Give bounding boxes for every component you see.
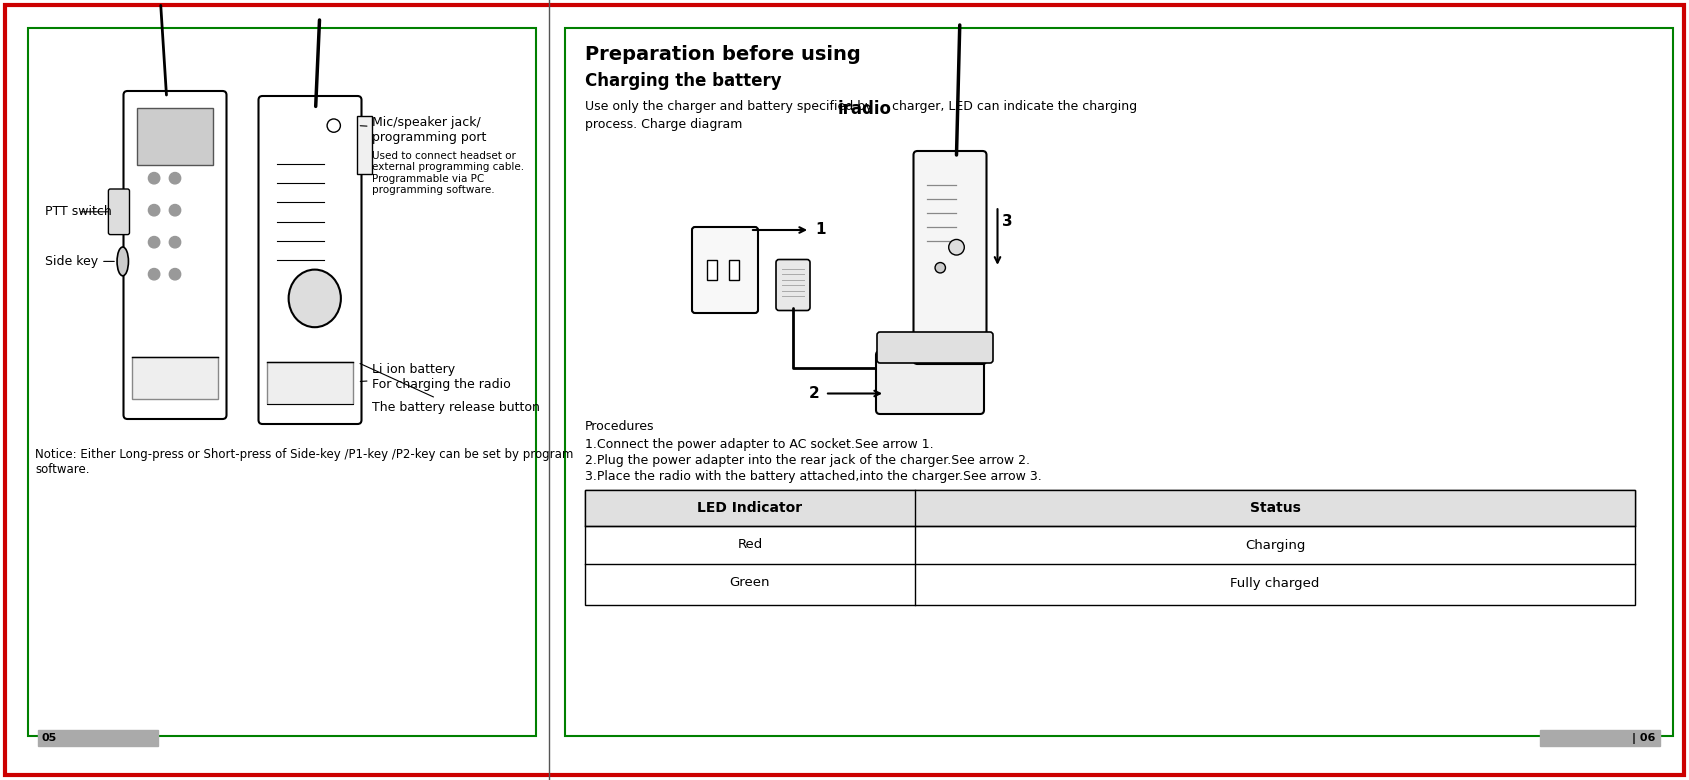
Bar — [1540, 730, 1660, 746]
Circle shape — [328, 119, 341, 133]
Circle shape — [169, 204, 181, 216]
Text: 2.Plug the power adapter into the rear jack of the charger.See arrow 2.: 2.Plug the power adapter into the rear j… — [584, 454, 1030, 467]
Text: The battery release button: The battery release button — [360, 363, 540, 414]
Bar — [37, 730, 159, 746]
Ellipse shape — [289, 270, 341, 327]
Bar — [358, 116, 372, 174]
Bar — [708, 260, 718, 280]
Text: Mic/speaker jack/
programming port: Mic/speaker jack/ programming port — [360, 115, 486, 144]
Circle shape — [169, 236, 181, 248]
FancyBboxPatch shape — [692, 227, 758, 313]
Text: 05: 05 — [42, 733, 57, 743]
Text: PTT switch: PTT switch — [46, 205, 111, 218]
Circle shape — [149, 172, 160, 184]
Text: Used to connect headset or
external programming cable.
Programmable via PC
progr: Used to connect headset or external prog… — [373, 151, 525, 196]
Text: Status: Status — [1250, 501, 1301, 515]
Bar — [29, 28, 535, 736]
Ellipse shape — [117, 247, 128, 276]
Text: | 06: | 06 — [1632, 732, 1655, 743]
Bar — [730, 260, 740, 280]
Circle shape — [149, 204, 160, 216]
Text: Preparation before using: Preparation before using — [584, 45, 861, 64]
Circle shape — [149, 268, 160, 280]
Text: charger, LED can indicate the charging: charger, LED can indicate the charging — [888, 100, 1137, 113]
Circle shape — [949, 239, 964, 255]
Circle shape — [149, 236, 160, 248]
FancyBboxPatch shape — [877, 332, 993, 363]
Text: 2: 2 — [809, 386, 819, 401]
Text: Procedures: Procedures — [584, 420, 655, 433]
Text: 3.Place the radio with the battery attached,into the charger.See arrow 3.: 3.Place the radio with the battery attac… — [584, 470, 1042, 483]
Text: Red: Red — [738, 538, 763, 551]
Text: 3: 3 — [1003, 215, 1013, 229]
FancyBboxPatch shape — [108, 189, 130, 235]
Text: Green: Green — [730, 576, 770, 590]
Text: 1.Connect the power adapter to AC socket.See arrow 1.: 1.Connect the power adapter to AC socket… — [584, 438, 934, 451]
Circle shape — [169, 172, 181, 184]
Text: LED Indicator: LED Indicator — [698, 501, 802, 515]
Text: process. Charge diagram: process. Charge diagram — [584, 118, 743, 131]
Text: Li ion battery
For charging the radio: Li ion battery For charging the radio — [360, 363, 512, 391]
Text: 1: 1 — [816, 222, 826, 237]
Bar — [584, 490, 1635, 605]
Text: iradio: iradio — [838, 100, 892, 118]
Circle shape — [936, 263, 946, 273]
Bar — [566, 28, 1674, 736]
Text: Use only the charger and battery specified by: Use only the charger and battery specifi… — [584, 100, 877, 113]
Bar — [267, 363, 353, 404]
FancyBboxPatch shape — [775, 260, 811, 310]
Bar — [137, 108, 213, 165]
Text: Charging the battery: Charging the battery — [584, 72, 782, 90]
Bar — [584, 490, 1635, 526]
FancyBboxPatch shape — [258, 96, 361, 424]
Text: Charging: Charging — [1245, 538, 1306, 551]
Text: Notice: Either Long-press or Short-press of Side-key /P1-key /P2-key can be set : Notice: Either Long-press or Short-press… — [35, 448, 573, 476]
Bar — [132, 357, 218, 399]
FancyBboxPatch shape — [123, 91, 226, 419]
Circle shape — [169, 268, 181, 280]
FancyBboxPatch shape — [877, 351, 985, 414]
Text: Side key: Side key — [46, 255, 115, 268]
Text: Fully charged: Fully charged — [1230, 576, 1319, 590]
FancyBboxPatch shape — [914, 151, 986, 364]
